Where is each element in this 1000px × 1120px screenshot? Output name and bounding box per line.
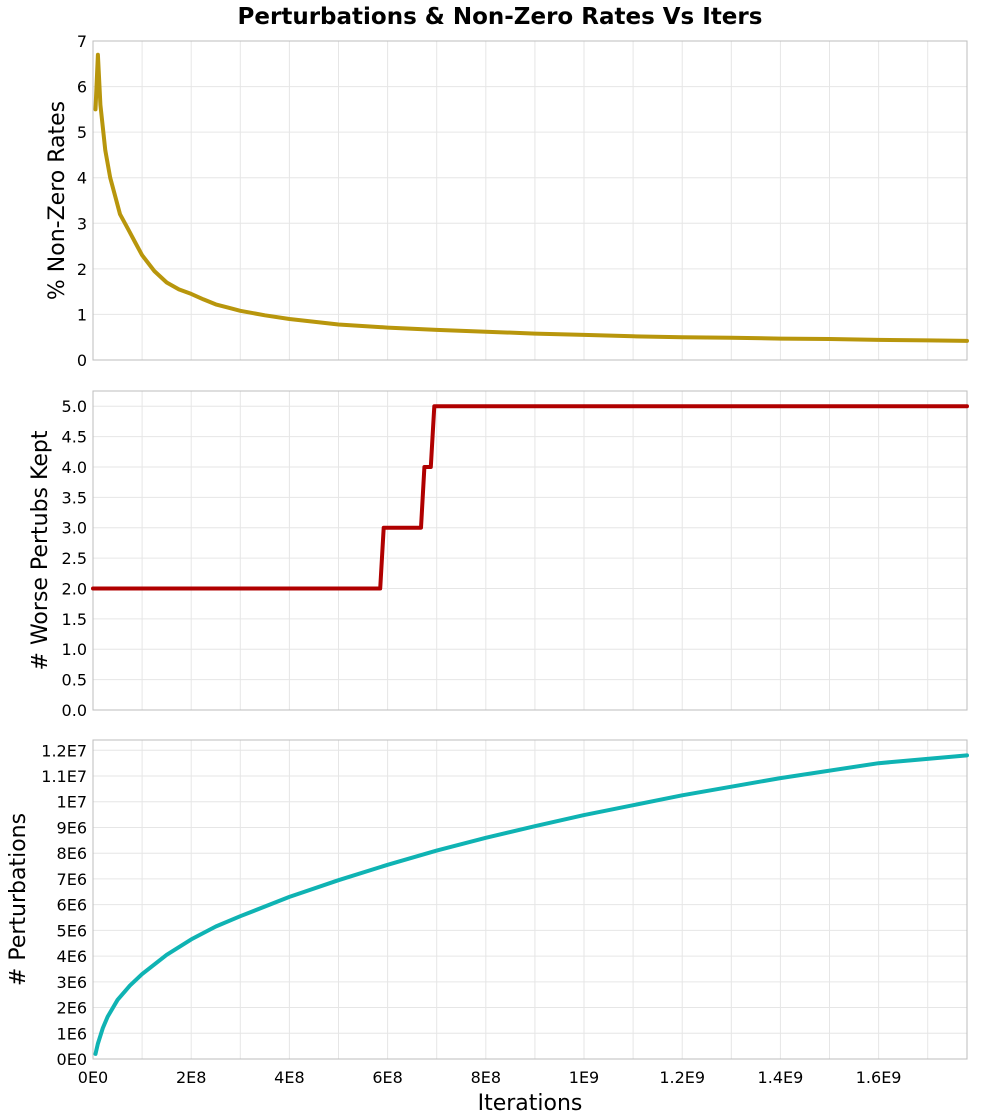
plot-frame xyxy=(92,390,968,711)
y-tick-label: 0.5 xyxy=(62,671,87,690)
y-tick-label: 2E6 xyxy=(57,999,87,1018)
y-axis-label: # Worse Pertubs Kept xyxy=(28,430,53,670)
chart-panel-3: 0E0 1E6 2E6 3E6 4E6 5E6 6E6 7E6 8E6 9E6 1E7 1.1E7 1.… xyxy=(6,739,969,1087)
y-tick-label: 6E6 xyxy=(57,896,87,915)
series-line xyxy=(93,753,969,1056)
y-tick-label: 4.0 xyxy=(62,458,87,477)
chart-panel-1: 0 1 2 3 4 5 6 7 % Non-Zero Rates xyxy=(45,32,969,370)
y-tick-label: 1 xyxy=(77,305,87,324)
y-tick-label: 1.5 xyxy=(62,610,87,629)
y-tick-label: 1.2E7 xyxy=(41,741,87,760)
y-tick-label: 9E6 xyxy=(57,818,87,837)
plot-frame xyxy=(92,739,968,1060)
chart-panels: 0 1 2 3 4 5 6 7 % Non-Zero Rates 0.0 0.5 1.0 1.5 2.0 2… xyxy=(6,32,969,1087)
y-tick-label: 7 xyxy=(77,32,87,51)
x-tick-label: 0E0 xyxy=(78,1068,108,1087)
x-tick-label: 1E9 xyxy=(569,1068,599,1087)
y-tick-label: 4E6 xyxy=(57,947,87,966)
y-tick-label: 3 xyxy=(77,214,87,233)
y-tick-label: 8E6 xyxy=(57,844,87,863)
x-tick-label: 4E8 xyxy=(274,1068,304,1087)
x-tick-label: 1.2E9 xyxy=(659,1068,705,1087)
y-axis-label: # Perturbations xyxy=(6,813,31,986)
y-tick-label: 3.5 xyxy=(62,488,87,507)
y-tick-label: 2.5 xyxy=(62,549,87,568)
y-tick-label: 1.1E7 xyxy=(41,767,87,786)
series-line xyxy=(91,404,969,591)
x-tick-label: 8E8 xyxy=(471,1068,501,1087)
y-tick-label: 6 xyxy=(77,78,87,97)
x-tick-label: 6E8 xyxy=(372,1068,402,1087)
x-axis-label: Iterations xyxy=(478,1091,583,1116)
y-tick-label: 0E0 xyxy=(57,1050,87,1069)
y-tick-label: 3.0 xyxy=(62,519,87,538)
y-tick-label: 0 xyxy=(77,351,87,370)
y-tick-label: 4.5 xyxy=(62,428,87,447)
y-tick-label: 3E6 xyxy=(57,973,87,992)
y-axis-label: % Non-Zero Rates xyxy=(45,101,70,300)
y-tick-label: 0.0 xyxy=(62,701,87,720)
y-tick-label: 4 xyxy=(77,169,87,188)
series-line xyxy=(93,52,969,343)
plot-frame xyxy=(92,40,968,361)
y-tick-label: 5E6 xyxy=(57,921,87,940)
chart-title: Perturbations & Non-Zero Rates Vs Iters xyxy=(238,4,763,30)
x-tick-label: 1.6E9 xyxy=(856,1068,902,1087)
y-tick-label: 1E6 xyxy=(57,1024,87,1043)
y-tick-label: 7E6 xyxy=(57,870,87,889)
y-tick-label: 2 xyxy=(77,260,87,279)
x-tick-label: 2E8 xyxy=(176,1068,206,1087)
y-tick-label: 5.0 xyxy=(62,397,87,416)
chart-panel-2: 0.0 0.5 1.0 1.5 2.0 2.5 3.0 3.5 4.0 4.5 5.0 # Worse… xyxy=(28,390,969,720)
y-tick-label: 1E7 xyxy=(57,793,87,812)
x-tick-label: 1.4E9 xyxy=(758,1068,804,1087)
y-tick-label: 2.0 xyxy=(62,579,87,598)
y-tick-label: 1.0 xyxy=(62,640,87,659)
y-tick-label: 5 xyxy=(77,123,87,142)
